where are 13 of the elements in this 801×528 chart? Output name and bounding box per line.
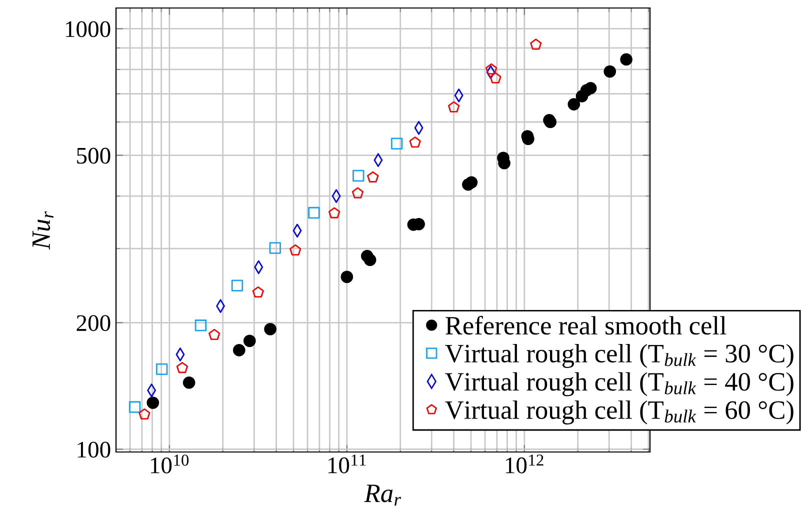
x-tick-label: 10$^{11}$ — [328, 454, 366, 474]
legend-label: Virtual rough cell (T$_{bulk}$ = 60 °C) — [445, 400, 794, 424]
legend-label: Virtual rough cell (T$_{bulk}$ = 30 °C) — [445, 344, 794, 368]
legend-label: Virtual rough cell (T$_{bulk}$ = 40 °C) — [445, 372, 794, 396]
x-tick-label: 10$^{12}$ — [506, 454, 544, 474]
y-tick-label: 100 — [78, 442, 110, 458]
y-tick-label: 500 — [77, 148, 110, 164]
y-axis-title: Nu$_{r}$ — [32, 211, 54, 250]
legend-label: Reference real smooth cell — [446, 316, 726, 335]
y-tick-label: 200 — [76, 315, 110, 332]
x-tick-label: 10$^{10}$ — [150, 454, 189, 474]
y-tick-label: 1000 — [66, 21, 110, 38]
x-axis-title: Ra$_{r}$ — [364, 484, 402, 506]
